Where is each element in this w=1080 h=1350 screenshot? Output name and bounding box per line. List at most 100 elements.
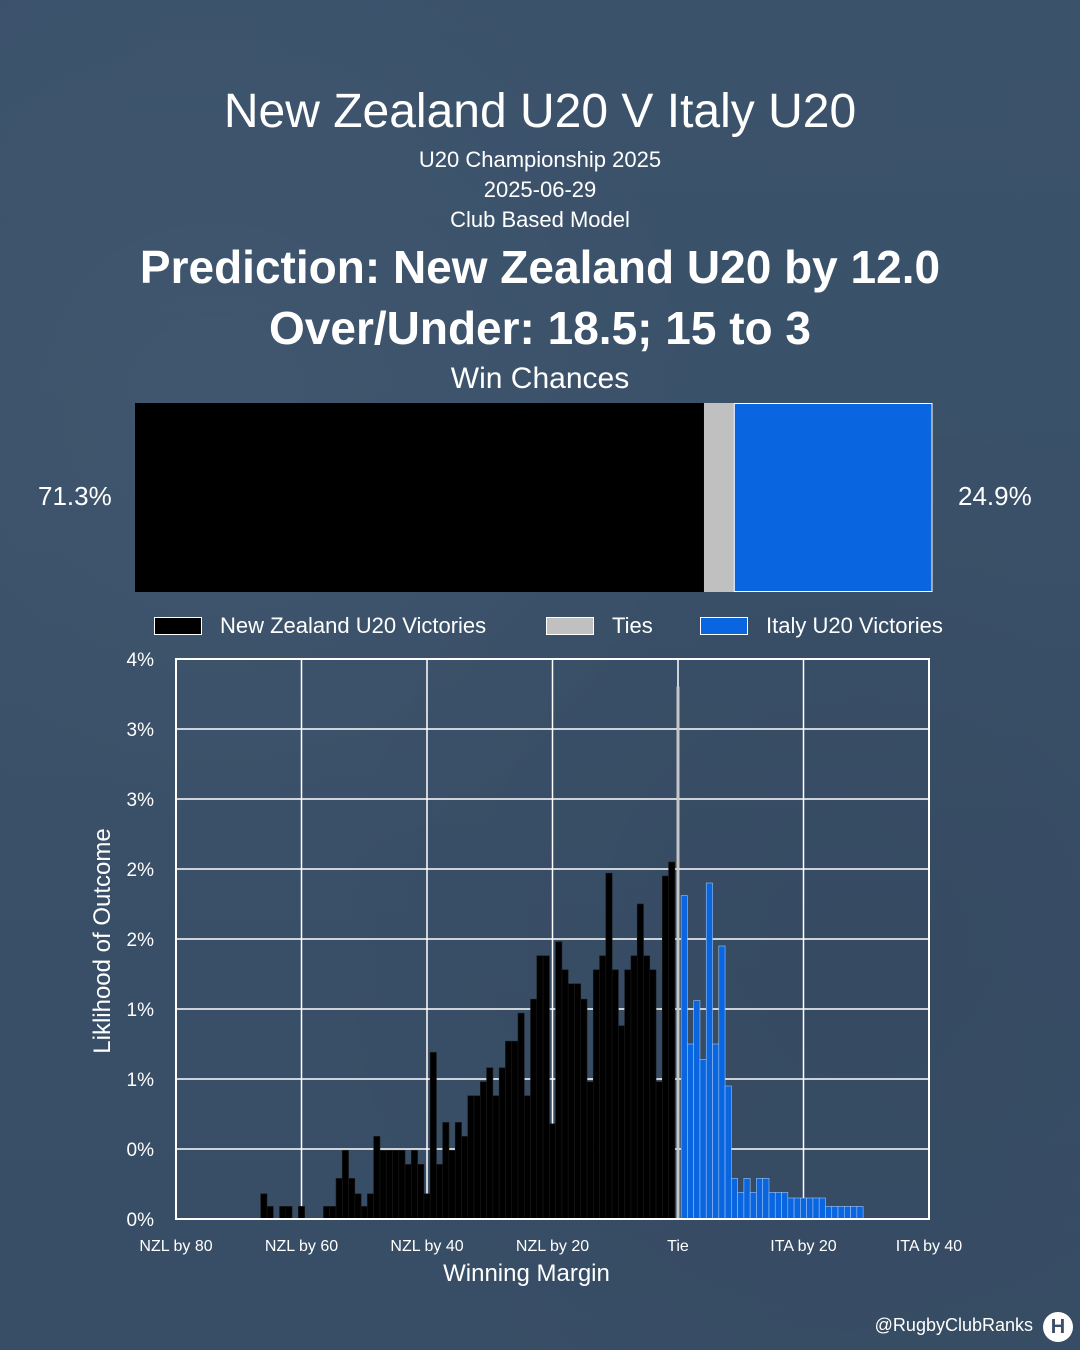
histogram-bar bbox=[662, 875, 669, 1220]
histogram-bar bbox=[329, 1206, 337, 1220]
home-win-percent: 71.3% bbox=[38, 481, 112, 511]
y-tick-label: 1% bbox=[127, 1000, 155, 1021]
histogram-bar bbox=[843, 1206, 851, 1220]
x-tick-label: NZL by 20 bbox=[516, 1238, 589, 1255]
histogram-bar bbox=[850, 1206, 858, 1220]
x-tick-label: ITA by 40 bbox=[896, 1238, 963, 1255]
y-tick-label: 2% bbox=[127, 860, 155, 881]
legend-swatch-away bbox=[700, 617, 748, 635]
histogram-bar bbox=[348, 1178, 356, 1220]
legend-swatch-home bbox=[154, 617, 202, 635]
win-bar-tie-segment bbox=[703, 403, 735, 592]
histogram-bar bbox=[385, 1150, 393, 1220]
x-tick-label: NZL by 40 bbox=[390, 1238, 463, 1255]
histogram-bar bbox=[712, 1043, 720, 1220]
histogram-bar bbox=[323, 1206, 331, 1220]
histogram-bar bbox=[731, 1178, 738, 1220]
histogram-bar bbox=[693, 1000, 701, 1220]
histogram-bar bbox=[442, 1122, 450, 1220]
histogram-bar bbox=[624, 969, 632, 1220]
histogram-bar bbox=[480, 1081, 487, 1220]
histogram-bar bbox=[335, 1178, 343, 1220]
histogram-bar bbox=[367, 1193, 374, 1220]
histogram-bar bbox=[285, 1206, 293, 1220]
histogram-bar bbox=[737, 1192, 745, 1220]
match-date: 2025-06-29 bbox=[483, 177, 597, 202]
histogram-bar bbox=[756, 1178, 764, 1220]
histogram-bar bbox=[580, 998, 588, 1220]
histogram-bar bbox=[643, 955, 651, 1220]
histogram-bar bbox=[687, 1043, 694, 1220]
histogram-bar bbox=[636, 903, 644, 1220]
win-bar-home-segment bbox=[135, 403, 704, 592]
legend-label-home: New Zealand U20 Victories bbox=[220, 613, 487, 638]
histogram-bar bbox=[511, 1040, 519, 1220]
y-tick-label: 4% bbox=[127, 650, 155, 671]
histogram-bar bbox=[592, 969, 600, 1220]
histogram-bar bbox=[360, 1206, 368, 1220]
y-tick-label: 0% bbox=[127, 1210, 155, 1231]
histogram-bar bbox=[549, 1123, 556, 1220]
x-tick-label: Tie bbox=[667, 1238, 689, 1255]
histogram-bar bbox=[260, 1193, 268, 1220]
histogram-bar bbox=[454, 1122, 462, 1220]
histogram-bar bbox=[448, 1150, 456, 1220]
histogram-bar bbox=[505, 1040, 513, 1220]
histogram-bar bbox=[768, 1192, 776, 1220]
histogram-bar bbox=[655, 1081, 663, 1220]
histogram-bar bbox=[266, 1206, 274, 1220]
histogram-bar bbox=[806, 1197, 814, 1220]
legend-swatch-ties bbox=[546, 617, 594, 635]
histogram-bar bbox=[611, 969, 619, 1220]
y-tick-label: 1% bbox=[127, 1070, 155, 1091]
histogram-bar bbox=[812, 1197, 820, 1220]
histogram-bar bbox=[818, 1197, 826, 1220]
legend-label-ties: Ties bbox=[612, 613, 653, 638]
histogram-bar bbox=[743, 1178, 751, 1220]
histogram-bar bbox=[561, 969, 569, 1220]
x-tick-label: NZL by 60 bbox=[265, 1238, 338, 1255]
legend-item-ties: Ties bbox=[546, 612, 653, 640]
histogram-bar bbox=[530, 998, 538, 1220]
histogram-bar bbox=[618, 1025, 625, 1220]
histogram-bar bbox=[341, 1150, 349, 1220]
win-bar-away-segment bbox=[733, 403, 933, 592]
histogram-bar bbox=[705, 882, 713, 1220]
competition-name: U20 Championship 2025 bbox=[418, 147, 662, 172]
histogram-bar bbox=[668, 861, 676, 1220]
x-tick-label: ITA by 20 bbox=[770, 1238, 837, 1255]
histogram-bar bbox=[542, 955, 550, 1220]
histogram-bar bbox=[411, 1150, 418, 1220]
histogram-bar bbox=[781, 1192, 789, 1220]
histogram-bar bbox=[793, 1197, 801, 1220]
y-tick-label: 3% bbox=[127, 720, 155, 741]
histogram-bar bbox=[599, 955, 607, 1220]
histogram-bar bbox=[774, 1192, 782, 1220]
histogram-bar bbox=[856, 1206, 864, 1220]
model-name: Club Based Model bbox=[450, 207, 630, 232]
x-axis-label: Winning Margin bbox=[443, 1260, 610, 1287]
prediction-text: Prediction: New Zealand U20 by 12.0 bbox=[139, 241, 941, 293]
histogram-bar bbox=[586, 1081, 594, 1220]
histogram-bar bbox=[373, 1136, 381, 1220]
legend-item-away: Italy U20 Victories bbox=[700, 612, 943, 640]
histogram-bar bbox=[630, 955, 638, 1220]
histogram-bar bbox=[498, 1067, 506, 1220]
histogram-bar bbox=[605, 872, 613, 1220]
histogram-bar bbox=[486, 1067, 494, 1220]
y-tick-label: 3% bbox=[127, 790, 155, 811]
histogram-bar bbox=[699, 1059, 707, 1220]
histogram-bar bbox=[762, 1178, 770, 1220]
histogram-bar bbox=[567, 983, 575, 1220]
histogram-bar bbox=[749, 1192, 757, 1220]
y-axis-label: Liklihood of Outcome bbox=[89, 828, 116, 1053]
histogram-bar bbox=[354, 1193, 362, 1220]
histogram-bar bbox=[436, 1164, 443, 1220]
over-under-text: Over/Under: 18.5; 15 to 3 bbox=[269, 302, 811, 354]
legend-label-away: Italy U20 Victories bbox=[766, 613, 943, 638]
away-win-percent: 24.9% bbox=[958, 481, 1032, 511]
y-tick-label: 0% bbox=[127, 1140, 155, 1161]
histogram-bar bbox=[429, 1052, 437, 1220]
histogram-bar bbox=[398, 1150, 406, 1220]
